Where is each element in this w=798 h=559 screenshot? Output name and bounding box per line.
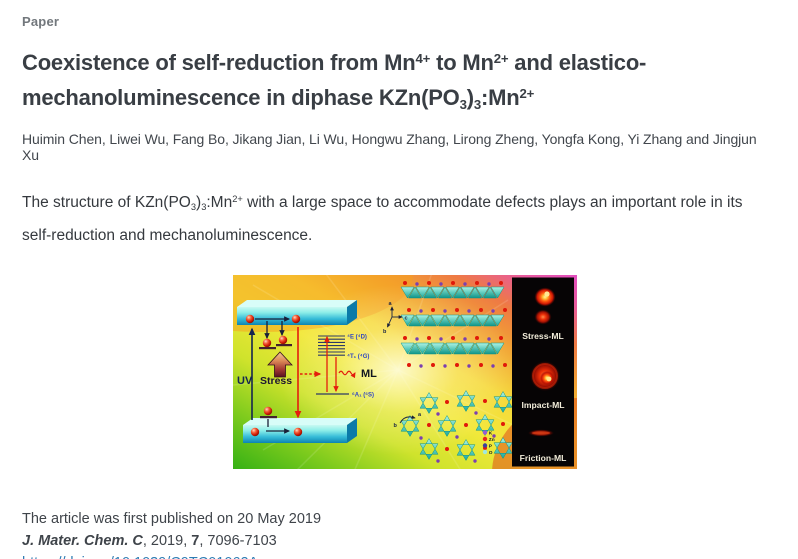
authors-line: Huimin Chen, Liwei Wu, Fang Bo, Jikang J… bbox=[22, 131, 757, 163]
level-label-6a1: ⁶A₁ (⁶S) bbox=[352, 393, 374, 399]
friction-ml-streak bbox=[532, 431, 550, 435]
polyhedra-strip bbox=[400, 342, 505, 355]
subscript: 3 bbox=[201, 201, 207, 212]
conduction-band bbox=[237, 300, 357, 325]
ml-label: ML bbox=[361, 368, 377, 380]
excited-level-stack bbox=[318, 335, 345, 356]
impact-ml-ring bbox=[532, 363, 558, 389]
legend-dot-o bbox=[482, 449, 488, 455]
superscript: 2+ bbox=[232, 193, 243, 204]
published-date-line: The article was first published on 20 Ma… bbox=[22, 511, 322, 527]
trap-level bbox=[276, 344, 292, 347]
glow-hotspot bbox=[546, 376, 552, 382]
trap-level bbox=[260, 416, 277, 419]
impact-ml-label: Impact-ML bbox=[522, 400, 565, 410]
article-title: Coexistence of self-reduction from Mn4+ … bbox=[22, 50, 647, 112]
stress-ml-glow bbox=[534, 287, 556, 307]
legend-label-p: P bbox=[489, 444, 493, 450]
level-label-4e: ⁴E (⁴D) bbox=[347, 335, 367, 341]
electron-sphere bbox=[250, 427, 260, 437]
superscript: 2+ bbox=[519, 85, 535, 101]
article-type-label: Paper bbox=[22, 14, 60, 29]
axis-b-label: b bbox=[394, 423, 398, 429]
axis-b-label: b bbox=[383, 329, 387, 335]
uv-label: UV bbox=[237, 375, 253, 387]
crystal-structure-rings: b a K Zn P O bbox=[394, 390, 513, 463]
axis-c-label: c bbox=[405, 316, 408, 322]
polyhedra-strip bbox=[400, 314, 505, 327]
atom-legend: K Zn P O bbox=[482, 430, 495, 456]
axis-marker-rings: b a bbox=[394, 412, 423, 429]
abstract-text: The structure of KZn(PO3)3:Mn2+ with a l… bbox=[22, 193, 743, 244]
photon-squiggle-arrow bbox=[338, 370, 356, 379]
journal-name: J. Mater. Chem. C bbox=[22, 533, 143, 549]
legend-dot-zn bbox=[482, 436, 488, 442]
glow-hotspot bbox=[544, 291, 550, 297]
friction-ml-label: Friction-ML bbox=[520, 453, 567, 463]
journal-citation: J. Mater. Chem. C, 2019, 7, 7096-7103 bbox=[22, 533, 277, 549]
article-meta: The article was first published on 20 Ma… bbox=[22, 508, 776, 559]
doi-link[interactable]: https://doi.org/10.1039/C9TC01062A bbox=[22, 555, 258, 559]
superscript: 4+ bbox=[415, 50, 431, 66]
electron-sphere bbox=[293, 427, 303, 437]
legend-dot-p bbox=[482, 443, 488, 448]
energy-level-diagram: ⁴E (⁴D) ⁴T₁ (⁴G) ⁶A₁ (⁶S) ML bbox=[316, 335, 377, 399]
stress-arrow bbox=[267, 351, 293, 378]
electron-sphere bbox=[262, 338, 272, 348]
stress-ml-label: Stress-ML bbox=[522, 331, 564, 341]
stress-label: Stress bbox=[260, 375, 292, 387]
axis-marker-layered: a c b bbox=[383, 301, 408, 335]
crystal-structure-layered: a c b bbox=[383, 281, 507, 368]
subscript: 3 bbox=[473, 96, 482, 112]
axis-a-label: a bbox=[418, 412, 422, 418]
light-burst bbox=[278, 285, 518, 455]
subscript: 3 bbox=[190, 201, 197, 212]
energy-band-diagram: UV Stress bbox=[237, 300, 357, 443]
subscript: 3 bbox=[459, 96, 467, 112]
legend-dot-k bbox=[482, 430, 488, 435]
legend-label-o: O bbox=[489, 450, 493, 456]
trap-level bbox=[259, 347, 276, 350]
legend-label-k: K bbox=[489, 431, 493, 437]
stress-ml-glow bbox=[534, 309, 552, 325]
graphical-abstract-figure: UV Stress ⁴E (⁴D) ⁴T₁ (⁴G) ⁶A₁ (⁶S) ML bbox=[113, 222, 662, 548]
electron-sphere bbox=[291, 314, 301, 324]
axis-a-label: a bbox=[389, 301, 393, 307]
electron-sphere bbox=[245, 314, 255, 324]
ml-photo-panel: Stress-ML Impact-ML Friction-ML bbox=[512, 277, 574, 467]
legend-label-zn: Zn bbox=[489, 437, 495, 443]
electron-sphere bbox=[278, 335, 288, 345]
graphical-abstract-svg: UV Stress ⁴E (⁴D) ⁴T₁ (⁴G) ⁶A₁ (⁶S) ML bbox=[113, 222, 662, 548]
electron-sphere bbox=[263, 406, 273, 416]
volume-number: 7 bbox=[191, 533, 200, 549]
polyhedra-strip bbox=[400, 286, 505, 299]
superscript: 2+ bbox=[493, 50, 509, 66]
level-label-4t1: ⁴T₁ (⁴G) bbox=[347, 354, 369, 360]
